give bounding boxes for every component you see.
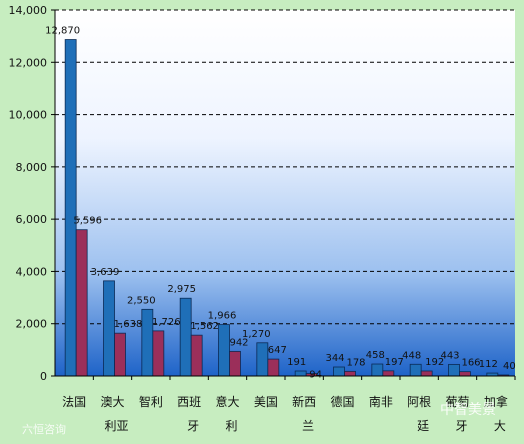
- bar: [179, 297, 192, 377]
- x-tick-label: 牙: [455, 419, 467, 433]
- data-label: 1,638: [114, 319, 143, 330]
- y-tick-label: 8,000: [16, 161, 48, 174]
- bar: [420, 370, 433, 377]
- bar: [152, 330, 165, 377]
- x-tick-label: 阿根: [407, 395, 431, 409]
- bar: [344, 370, 356, 377]
- bar: [267, 358, 280, 377]
- x-tick-label: 牙: [187, 419, 199, 433]
- data-label: 458: [366, 350, 385, 361]
- x-tick-label: 西班: [177, 395, 201, 409]
- plot-area: [55, 10, 515, 376]
- data-label: 2,975: [167, 284, 196, 295]
- data-label: 94: [309, 370, 322, 381]
- bar: [459, 371, 471, 377]
- bar: [256, 342, 269, 377]
- bar: [382, 370, 395, 377]
- bar: [64, 39, 77, 377]
- data-label: 2,550: [127, 295, 156, 306]
- watermark-left: 六恒咨询: [22, 422, 66, 436]
- x-tick-label: 法国: [62, 395, 86, 409]
- bar: [371, 363, 384, 377]
- bar: [448, 364, 460, 377]
- data-label: 942: [229, 337, 248, 348]
- x-tick-label: 利: [225, 419, 237, 433]
- bar: [114, 332, 126, 377]
- x-tick-label: 利亚: [104, 419, 128, 433]
- x-tick-label: 大: [494, 419, 506, 433]
- data-label: 192: [425, 357, 444, 368]
- data-label: 344: [325, 353, 344, 364]
- data-label: 178: [346, 357, 365, 368]
- y-tick-label: 6,000: [16, 213, 48, 226]
- data-label: 1,270: [242, 329, 271, 340]
- x-tick-label: 意大: [215, 394, 239, 409]
- data-label: 40: [503, 361, 516, 372]
- x-tick-label: 澳大: [100, 395, 124, 409]
- watermarks: 六恒咨询 中智美景: [22, 402, 496, 436]
- data-label: 1,966: [208, 311, 237, 322]
- y-tick-label: 10,000: [9, 109, 48, 122]
- y-tick-label: 4,000: [16, 265, 48, 278]
- data-labels: 12,870 5,596 3,639 1,638 2,550 1,726 2,975 1,56…: [45, 26, 516, 381]
- bar: [218, 324, 230, 377]
- axes: 0 2,000 4,000 6,000 8,000 10,000 12,000 14,000 法…: [9, 4, 516, 433]
- x-tick-label: 兰: [302, 419, 314, 433]
- x-tick-label: 葡萄: [445, 395, 469, 409]
- x-tick-label: 廷: [417, 419, 429, 433]
- data-label: 12,870: [45, 26, 80, 37]
- data-label: 112: [479, 359, 498, 370]
- x-tick-label: 智利: [139, 394, 163, 409]
- y-tick-label: 12,000: [9, 56, 48, 69]
- data-label: 166: [461, 358, 480, 369]
- bar: [333, 366, 345, 377]
- x-tick-label: 德国: [330, 394, 354, 409]
- bar: [294, 370, 307, 377]
- data-label: 3,639: [91, 267, 120, 278]
- bar: [75, 229, 88, 377]
- data-label: 448: [402, 350, 421, 361]
- data-label: 197: [385, 357, 404, 368]
- x-tick-label: 南非: [369, 394, 393, 409]
- x-tick-label: 新西: [292, 394, 316, 409]
- bar: [409, 363, 422, 377]
- bar: [190, 334, 203, 377]
- data-label: 443: [440, 350, 459, 361]
- data-label: 191: [287, 357, 306, 368]
- x-tick-label: 加拿: [484, 394, 508, 409]
- data-label: 647: [268, 345, 287, 356]
- watermark-right: 中智美景: [440, 402, 496, 418]
- y-tick-label: 2,000: [16, 318, 48, 331]
- data-label: 1,726: [152, 317, 181, 328]
- data-label: 1,562: [190, 321, 219, 332]
- data-label: 5,596: [73, 216, 102, 227]
- y-tick-label: 0: [40, 370, 47, 383]
- bar: [229, 350, 241, 377]
- y-tick-label: 14,000: [9, 4, 48, 17]
- x-tick-label: 美国: [254, 395, 278, 409]
